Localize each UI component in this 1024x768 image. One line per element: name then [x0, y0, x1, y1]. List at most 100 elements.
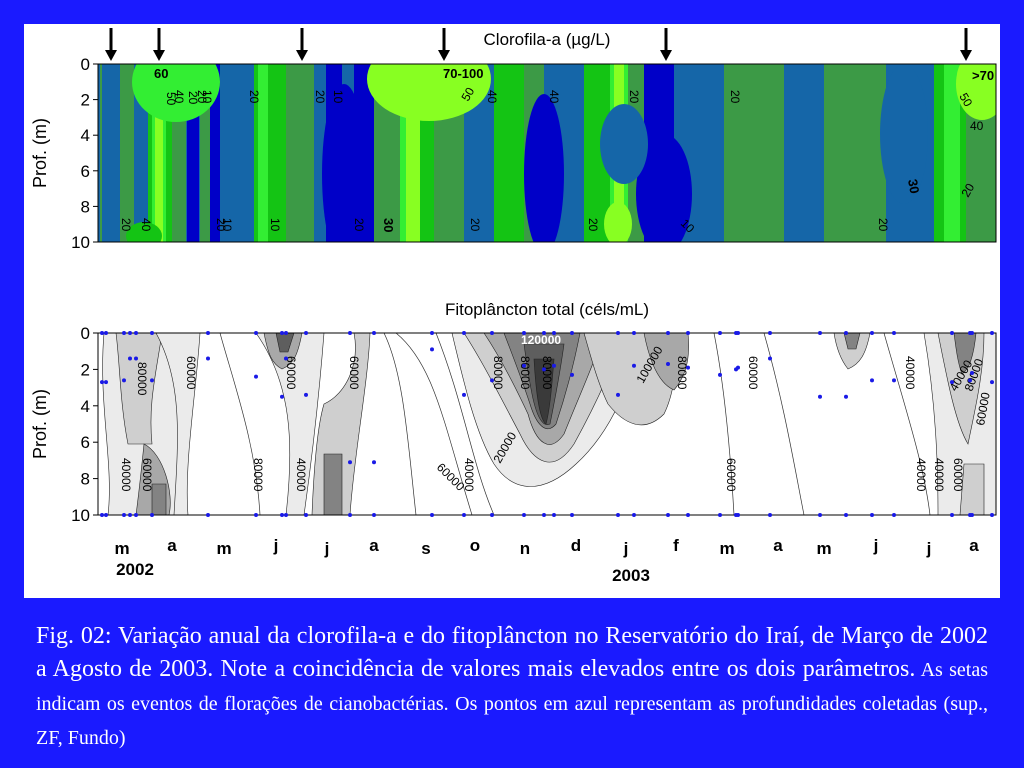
sampling-point: [304, 392, 308, 397]
month-label: f: [673, 536, 679, 555]
sampling-point: [870, 331, 874, 335]
month-label: m: [216, 539, 231, 558]
fito-contour-label: 40000: [119, 458, 133, 492]
chl-contour-label: 70-100: [443, 66, 483, 81]
chl-patch: [524, 94, 564, 242]
fito-contour-label: 40000: [294, 458, 308, 492]
month-label: a: [369, 536, 379, 555]
chl-contour-label: 20: [214, 218, 228, 232]
chl-ytick-label: 2: [81, 91, 90, 110]
sampling-point: [522, 513, 526, 517]
chl-contour-label: 30: [381, 218, 396, 232]
fito-contour-label: 120000: [521, 333, 561, 347]
sampling-point: [348, 513, 352, 517]
sampling-point: [818, 394, 822, 399]
chl-band: [784, 64, 824, 242]
bloom-arrow-head: [438, 50, 450, 61]
fito-contour-line: [395, 333, 473, 515]
fito-contour-line: [219, 333, 261, 515]
chlorophyll-plot: Clorofila-a (µg/L) Prof. (m) 0 2 4 6 8 10 60 5…: [30, 28, 997, 252]
fito-region: [255, 333, 325, 515]
sampling-point: [768, 513, 772, 517]
sampling-point: [254, 331, 258, 335]
fito-region: [643, 333, 689, 391]
chl-ytick-label: 8: [81, 197, 90, 216]
sampling-point: [970, 371, 974, 376]
fito-region: [151, 483, 167, 515]
sampling-point: [718, 372, 722, 377]
sampling-point: [570, 331, 574, 335]
figure-caption: Fig. 02: Variação anual da clorofila-a e…: [36, 620, 988, 755]
chl-patch: [600, 104, 648, 184]
sampling-point: [134, 513, 138, 517]
fito-region: [953, 333, 977, 375]
sampling-point: [280, 331, 284, 335]
sampling-point: [570, 372, 574, 377]
fito-contour-label: 80000: [251, 458, 265, 492]
sampling-point: [122, 331, 126, 335]
chl-contour-label: 30: [905, 178, 922, 195]
sampling-point: [892, 331, 896, 335]
chl-bloom: [604, 202, 632, 242]
month-label: a: [969, 536, 979, 555]
fito-ytick-label: 4: [81, 397, 90, 416]
fito-region: [959, 463, 985, 515]
sampling-point: [522, 331, 526, 335]
fito-region: [833, 333, 871, 370]
chl-contour-label: 20: [468, 218, 482, 232]
chl-band: [102, 64, 120, 242]
sampling-point: [128, 513, 132, 517]
sampling-point: [122, 378, 126, 383]
chl-contour-label: 20: [958, 181, 977, 200]
fito-contour-label: 60000: [184, 356, 198, 390]
month-label: a: [167, 536, 177, 555]
fito-contour-label: 80000: [491, 356, 505, 390]
chl-contour-label: 10: [331, 90, 345, 104]
fito-ytick-label: 8: [81, 470, 90, 489]
fito-title: Fitoplâncton total (céls/mL): [445, 300, 649, 319]
sampling-point: [134, 331, 138, 335]
sampling-point: [128, 331, 132, 335]
sampling-point: [616, 392, 620, 397]
sampling-point: [686, 365, 690, 370]
sampling-point: [430, 347, 434, 352]
sampling-point: [844, 394, 848, 399]
chl-bloom: [126, 222, 162, 242]
chl-band: [494, 64, 524, 242]
fito-ytick-label: 10: [71, 506, 90, 525]
sampling-point: [950, 331, 954, 335]
fito-contour-label: 60000: [284, 356, 298, 390]
chl-contour-label: >70: [972, 68, 994, 83]
caption-main: Fig. 02: Variação anual da clorofila-a e…: [36, 623, 988, 682]
chl-contour-label: 20: [352, 218, 366, 232]
month-label: m: [114, 539, 129, 558]
chl-band: [210, 64, 220, 242]
fito-region: [533, 358, 555, 425]
sampling-point: [372, 331, 376, 335]
chl-contour-label: 20: [247, 90, 261, 104]
month-label: j: [623, 539, 629, 558]
sampling-point: [552, 513, 556, 517]
sampling-point: [490, 378, 494, 383]
month-label: m: [719, 539, 734, 558]
month-label: m: [816, 539, 831, 558]
sampling-point: [990, 513, 994, 517]
chl-contour-label: 40: [172, 90, 186, 104]
sampling-point: [844, 513, 848, 517]
sampling-point: [372, 460, 376, 465]
chl-contour-label: 20: [313, 90, 327, 104]
sampling-point: [206, 513, 210, 517]
chl-contour-label: 50: [164, 92, 178, 106]
chl-contour-label: 40: [970, 119, 984, 133]
sampling-point: [284, 356, 288, 361]
fito-contour-label: 80000: [135, 362, 149, 396]
fito-region: [843, 333, 861, 350]
fito-contour-label: 60000: [746, 356, 760, 390]
fito-region: [155, 333, 201, 515]
sampling-point: [666, 331, 670, 335]
month-label: j: [926, 539, 932, 558]
chl-contour-label: 20: [876, 218, 890, 232]
bloom-arrow-head: [660, 50, 672, 61]
chl-ytick-label: 4: [81, 126, 90, 145]
